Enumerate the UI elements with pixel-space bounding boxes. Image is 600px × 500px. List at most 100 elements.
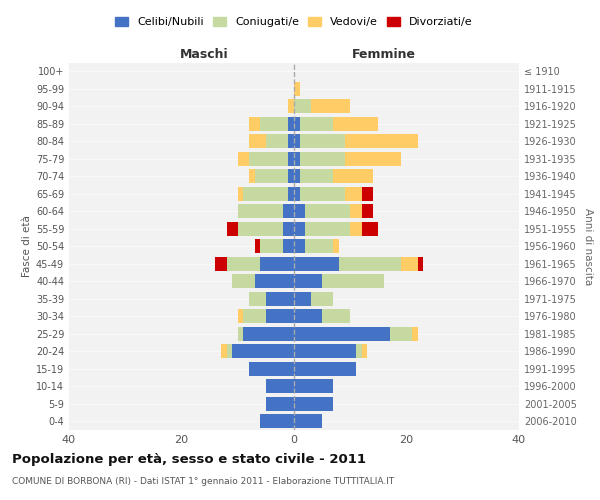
Bar [305,204,350,218]
Bar [294,82,299,96]
Bar [294,344,356,358]
Bar [244,187,289,200]
Bar [283,240,294,253]
Bar [361,222,379,235]
Legend: Celibi/Nubili, Coniugati/e, Vedovi/e, Divorziati/e: Celibi/Nubili, Coniugati/e, Vedovi/e, Di… [115,16,473,27]
Bar [361,344,367,358]
Bar [299,170,334,183]
Text: Popolazione per età, sesso e stato civile - 2011: Popolazione per età, sesso e stato civil… [12,452,366,466]
Bar [283,204,294,218]
Bar [283,222,294,235]
Bar [249,152,289,166]
Bar [289,100,294,113]
Bar [294,327,389,340]
Bar [344,134,418,148]
Bar [266,397,294,410]
Bar [266,134,289,148]
Bar [244,310,266,323]
Text: Femmine: Femmine [352,48,416,60]
Bar [361,187,373,200]
Bar [294,362,356,376]
Bar [294,380,334,393]
Y-axis label: Anni di nascita: Anni di nascita [583,208,593,285]
Bar [299,152,344,166]
Bar [389,327,412,340]
Bar [249,292,266,306]
Bar [249,134,266,148]
Bar [350,222,361,235]
Bar [238,152,249,166]
Bar [418,257,424,270]
Bar [299,187,344,200]
Bar [232,344,294,358]
Bar [334,170,373,183]
Bar [260,257,294,270]
Bar [322,274,384,288]
Bar [299,117,334,130]
Bar [238,187,244,200]
Bar [322,310,350,323]
Bar [254,170,289,183]
Bar [289,117,294,130]
Bar [254,274,294,288]
Bar [339,257,401,270]
Bar [294,117,299,130]
Bar [294,187,299,200]
Bar [356,344,361,358]
Bar [266,310,294,323]
Bar [294,222,305,235]
Bar [344,187,361,200]
Bar [266,380,294,393]
Bar [244,327,294,340]
Bar [227,344,232,358]
Bar [311,100,350,113]
Text: COMUNE DI BORBONA (RI) - Dati ISTAT 1° gennaio 2011 - Elaborazione TUTTITALIA.IT: COMUNE DI BORBONA (RI) - Dati ISTAT 1° g… [12,478,394,486]
Bar [215,257,227,270]
Bar [311,292,334,306]
Bar [289,134,294,148]
Bar [238,222,283,235]
Bar [294,292,311,306]
Bar [294,414,322,428]
Bar [289,187,294,200]
Bar [221,344,227,358]
Bar [361,204,373,218]
Bar [334,240,339,253]
Bar [289,170,294,183]
Y-axis label: Fasce di età: Fasce di età [22,216,32,277]
Bar [401,257,418,270]
Bar [305,240,334,253]
Bar [260,117,289,130]
Bar [232,274,254,288]
Bar [266,292,294,306]
Bar [294,134,299,148]
Bar [294,240,305,253]
Bar [238,204,283,218]
Bar [294,100,311,113]
Bar [294,257,339,270]
Bar [238,310,244,323]
Bar [294,274,322,288]
Bar [227,257,260,270]
Bar [254,240,260,253]
Bar [344,152,401,166]
Bar [350,204,361,218]
Bar [260,414,294,428]
Bar [238,327,244,340]
Bar [249,362,294,376]
Bar [289,152,294,166]
Bar [294,310,322,323]
Bar [260,240,283,253]
Bar [299,134,344,148]
Bar [249,170,254,183]
Bar [294,397,334,410]
Bar [249,117,260,130]
Text: Maschi: Maschi [179,48,229,60]
Bar [227,222,238,235]
Bar [412,327,418,340]
Bar [334,117,379,130]
Bar [294,204,305,218]
Bar [294,170,299,183]
Bar [305,222,350,235]
Bar [294,152,299,166]
